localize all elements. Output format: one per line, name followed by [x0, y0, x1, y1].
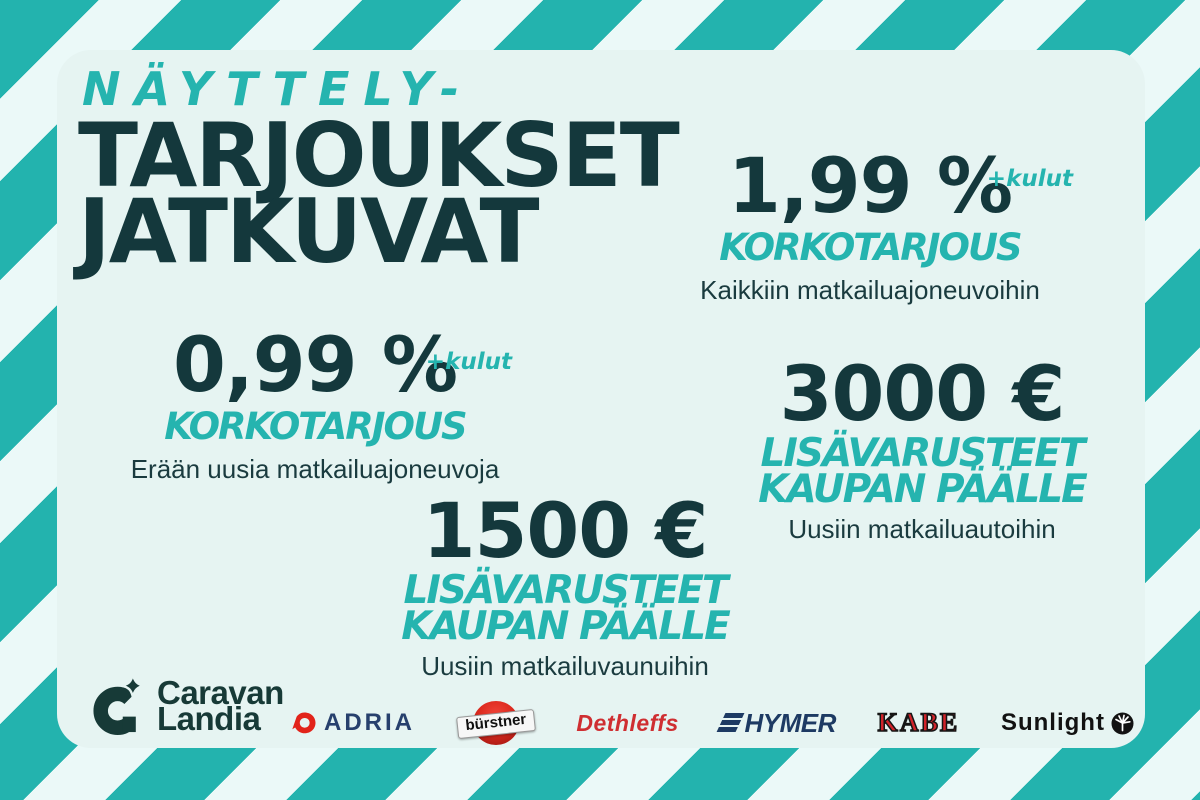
offer-note: +kulut [425, 349, 512, 375]
adria-logo-icon [292, 712, 316, 734]
offer-value: 3000 € [779, 349, 1066, 438]
offer-label-line2: KAUPAN PÄÄLLE [758, 467, 1087, 513]
offer-value: 1,99 % [727, 141, 1013, 230]
adria-logo: ADRIA [292, 709, 415, 737]
adria-wordmark: ADRIA [324, 709, 415, 736]
sunlight-wordmark: Sunlight [1000, 709, 1105, 736]
offer-bonus-motorhomes: 3000 € LISÄVARUSTEET KAUPAN PÄÄLLE Uusii… [702, 349, 1142, 545]
offer-interest-batch: +kulut 0,99 % KORKOTARJOUS Erään uusia m… [95, 320, 535, 485]
page-title: TARJOUKSET JATKUVAT [78, 104, 680, 283]
burstner-wordmark: bürstner [455, 708, 536, 740]
offer-label: KORKOTARJOUS [719, 226, 1022, 270]
sunlight-palm-icon [1111, 712, 1134, 734]
offer-label: LISÄVARUSTEET KAUPAN PÄÄLLE [345, 568, 785, 650]
page-title-line2: JATKUVAT [78, 179, 540, 283]
offer-label: LISÄVARUSTEET KAUPAN PÄÄLLE [702, 431, 1142, 513]
hymer-wordmark: HYMER [744, 707, 837, 738]
brand-name-line2: Landia [157, 700, 261, 737]
page-title-line1: TARJOUKSET [78, 104, 680, 207]
offer-value: 0,99 % [172, 320, 458, 409]
brand-name: Caravan Landia [157, 673, 284, 737]
heading-kicker: NÄYTTELY- [82, 62, 474, 116]
offer-label: KORKOTARJOUS [164, 405, 467, 449]
brand-name-line1: Caravan [157, 673, 284, 711]
caravan-landia-logo: Caravan Landia [88, 674, 284, 738]
burstner-logo: bürstner [455, 700, 536, 746]
offer-subtext: Erään uusia matkailuajoneuvoja [130, 454, 500, 485]
caravan-landia-logo-icon [93, 674, 144, 735]
offer-subtext: Uusiin matkailuvaunuihin [421, 651, 709, 682]
offer-label-line1: LISÄVARUSTEET [760, 431, 1086, 477]
partner-logos-row: ADRIA bürstner Dethleffs HYMER KABE Sunl… [292, 700, 1134, 746]
offer-note: +kulut [986, 166, 1073, 192]
hymer-bars-icon [715, 711, 745, 734]
offer-bonus-caravans: 1500 € LISÄVARUSTEET KAUPAN PÄÄLLE Uusii… [345, 486, 785, 682]
kabe-logo: KABE [877, 707, 960, 738]
offer-subtext: Uusiin matkailuautoihin [788, 514, 1056, 545]
offer-value: 1500 € [422, 486, 709, 575]
sunlight-logo: Sunlight [1001, 709, 1134, 737]
hymer-logo: HYMER [716, 707, 837, 739]
content-panel [57, 50, 1145, 748]
offer-label-line2: KAUPAN PÄÄLLE [401, 604, 730, 650]
offer-interest-all-vehicles: +kulut 1,99 % KORKOTARJOUS Kaikkiin matk… [650, 141, 1090, 306]
offer-label-line1: LISÄVARUSTEET [403, 568, 729, 614]
offer-subtext: Kaikkiin matkailuajoneuvoihin [700, 275, 1040, 306]
dethleffs-logo: Dethleffs [576, 709, 679, 736]
